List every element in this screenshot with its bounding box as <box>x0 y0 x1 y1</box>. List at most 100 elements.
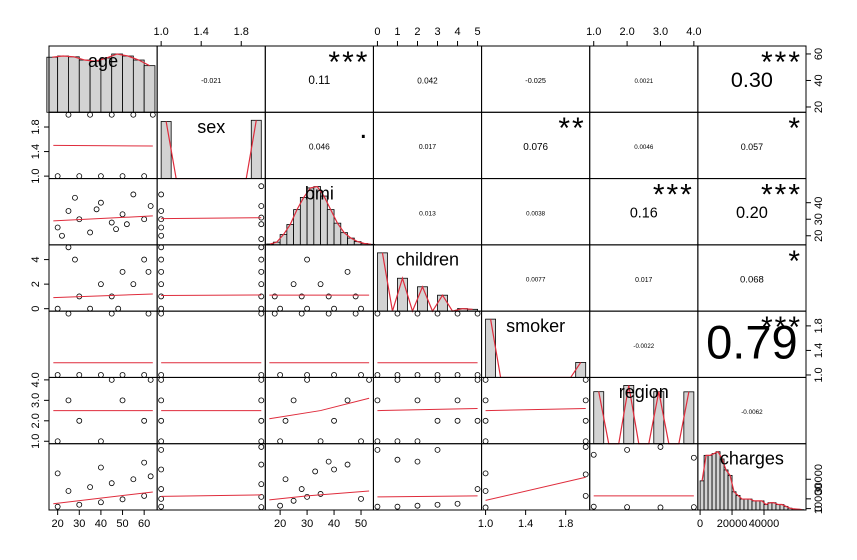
histogram-bar <box>397 277 408 312</box>
panel-border <box>48 178 158 246</box>
scatter-point <box>119 496 126 503</box>
scatter-point <box>115 305 122 312</box>
correlation-value: -0.0022 <box>633 343 654 350</box>
density-line <box>701 450 802 511</box>
y-tick-label: 10000 <box>813 484 825 515</box>
scatter-point <box>59 232 65 239</box>
scatter-point <box>141 372 148 378</box>
histogram-bar <box>711 453 717 511</box>
panel-border <box>372 310 483 378</box>
correlation-value: -0.025 <box>525 76 546 85</box>
scatter-point <box>158 486 165 492</box>
histogram-bar <box>57 55 69 113</box>
fit-line <box>161 294 262 297</box>
histogram-bar <box>377 252 388 312</box>
panel-border <box>156 310 266 378</box>
scatter-point <box>158 293 165 300</box>
correlation-value: 0.30 <box>731 67 773 92</box>
scatter-point <box>54 470 61 477</box>
histogram-bar <box>735 495 741 511</box>
scatter-point <box>582 444 589 450</box>
scatter-point <box>54 372 61 378</box>
histogram-bar <box>723 469 729 511</box>
panel-border <box>48 310 158 378</box>
scatter-point <box>454 500 461 507</box>
y-tick-label: 1.0 <box>813 367 825 382</box>
panel-border <box>156 443 266 511</box>
panel-border <box>264 310 374 378</box>
scatter-point <box>65 111 72 118</box>
scatter-point <box>317 491 324 497</box>
fit-line <box>485 408 586 412</box>
x-tick-label: 1.0 <box>153 26 168 38</box>
variable-label: charges <box>720 448 784 468</box>
panel-border <box>697 443 807 511</box>
scatter-point <box>158 495 165 502</box>
scatter-point <box>147 203 154 209</box>
x-tick-label: 30 <box>301 518 313 530</box>
scatter-point <box>304 493 310 500</box>
panel-border <box>48 443 158 511</box>
scatter-point <box>482 376 489 383</box>
scatter-point <box>325 310 332 317</box>
scatter-point <box>141 417 148 424</box>
scatter-point <box>434 376 441 383</box>
scatter-point <box>76 372 83 378</box>
scatter-point <box>657 504 664 511</box>
scatter-point <box>87 229 93 236</box>
scatter-point <box>113 226 119 233</box>
scatter-point <box>434 446 441 453</box>
scatter-point <box>344 268 351 275</box>
scatter-point <box>158 191 165 198</box>
scatter-point <box>394 376 401 383</box>
scatter-point <box>98 499 104 506</box>
scatter-point <box>108 376 115 383</box>
scatter-point <box>290 397 297 404</box>
scatter-point <box>474 372 481 378</box>
scatter-point <box>258 397 265 404</box>
fit-line <box>161 494 262 497</box>
x-tick-label: 5 <box>475 26 481 38</box>
panel-border <box>264 244 374 312</box>
x-tick-label: 2.0 <box>619 26 634 38</box>
scatter-point <box>366 376 373 383</box>
scatter-point <box>434 501 441 508</box>
histogram-bar <box>485 318 496 378</box>
x-tick-label: 1 <box>394 26 400 38</box>
scatter-point <box>690 504 697 511</box>
correlation-value: 0.11 <box>308 74 330 87</box>
scatter-point <box>87 305 93 312</box>
scatter-point <box>158 244 165 251</box>
scatter-point <box>158 446 165 453</box>
scatter-point <box>141 173 148 180</box>
scatter-point <box>271 310 278 317</box>
histogram-bar <box>417 286 428 312</box>
significance-stars: . <box>359 112 369 145</box>
scatter-point <box>298 486 305 492</box>
scatter-point <box>358 495 364 502</box>
scatter-point <box>298 310 305 317</box>
y-tick-label: 40 <box>813 74 825 86</box>
scatter-point <box>317 281 324 288</box>
scatter-point <box>624 504 630 511</box>
scatter-point <box>434 310 441 317</box>
scatter-point <box>325 458 332 465</box>
scatter-point <box>258 417 265 424</box>
x-tick-label: 4 <box>454 26 460 38</box>
scatter-point <box>54 224 61 231</box>
scatter-point <box>582 417 589 424</box>
histogram-bar <box>775 504 781 511</box>
scatter-point <box>258 305 265 312</box>
scatter-point <box>98 438 104 445</box>
significance-stars: *** <box>328 46 369 79</box>
scatter-point <box>258 244 265 251</box>
histogram-bar <box>132 59 145 113</box>
scatter-point <box>258 493 265 500</box>
scatter-point <box>414 502 421 509</box>
y-tick-label: 2 <box>30 281 42 287</box>
scatter-point <box>482 417 489 424</box>
scatter-point <box>158 438 165 445</box>
scatter-point <box>394 438 401 445</box>
scatter-point <box>158 281 165 288</box>
scatter-point <box>304 305 310 312</box>
